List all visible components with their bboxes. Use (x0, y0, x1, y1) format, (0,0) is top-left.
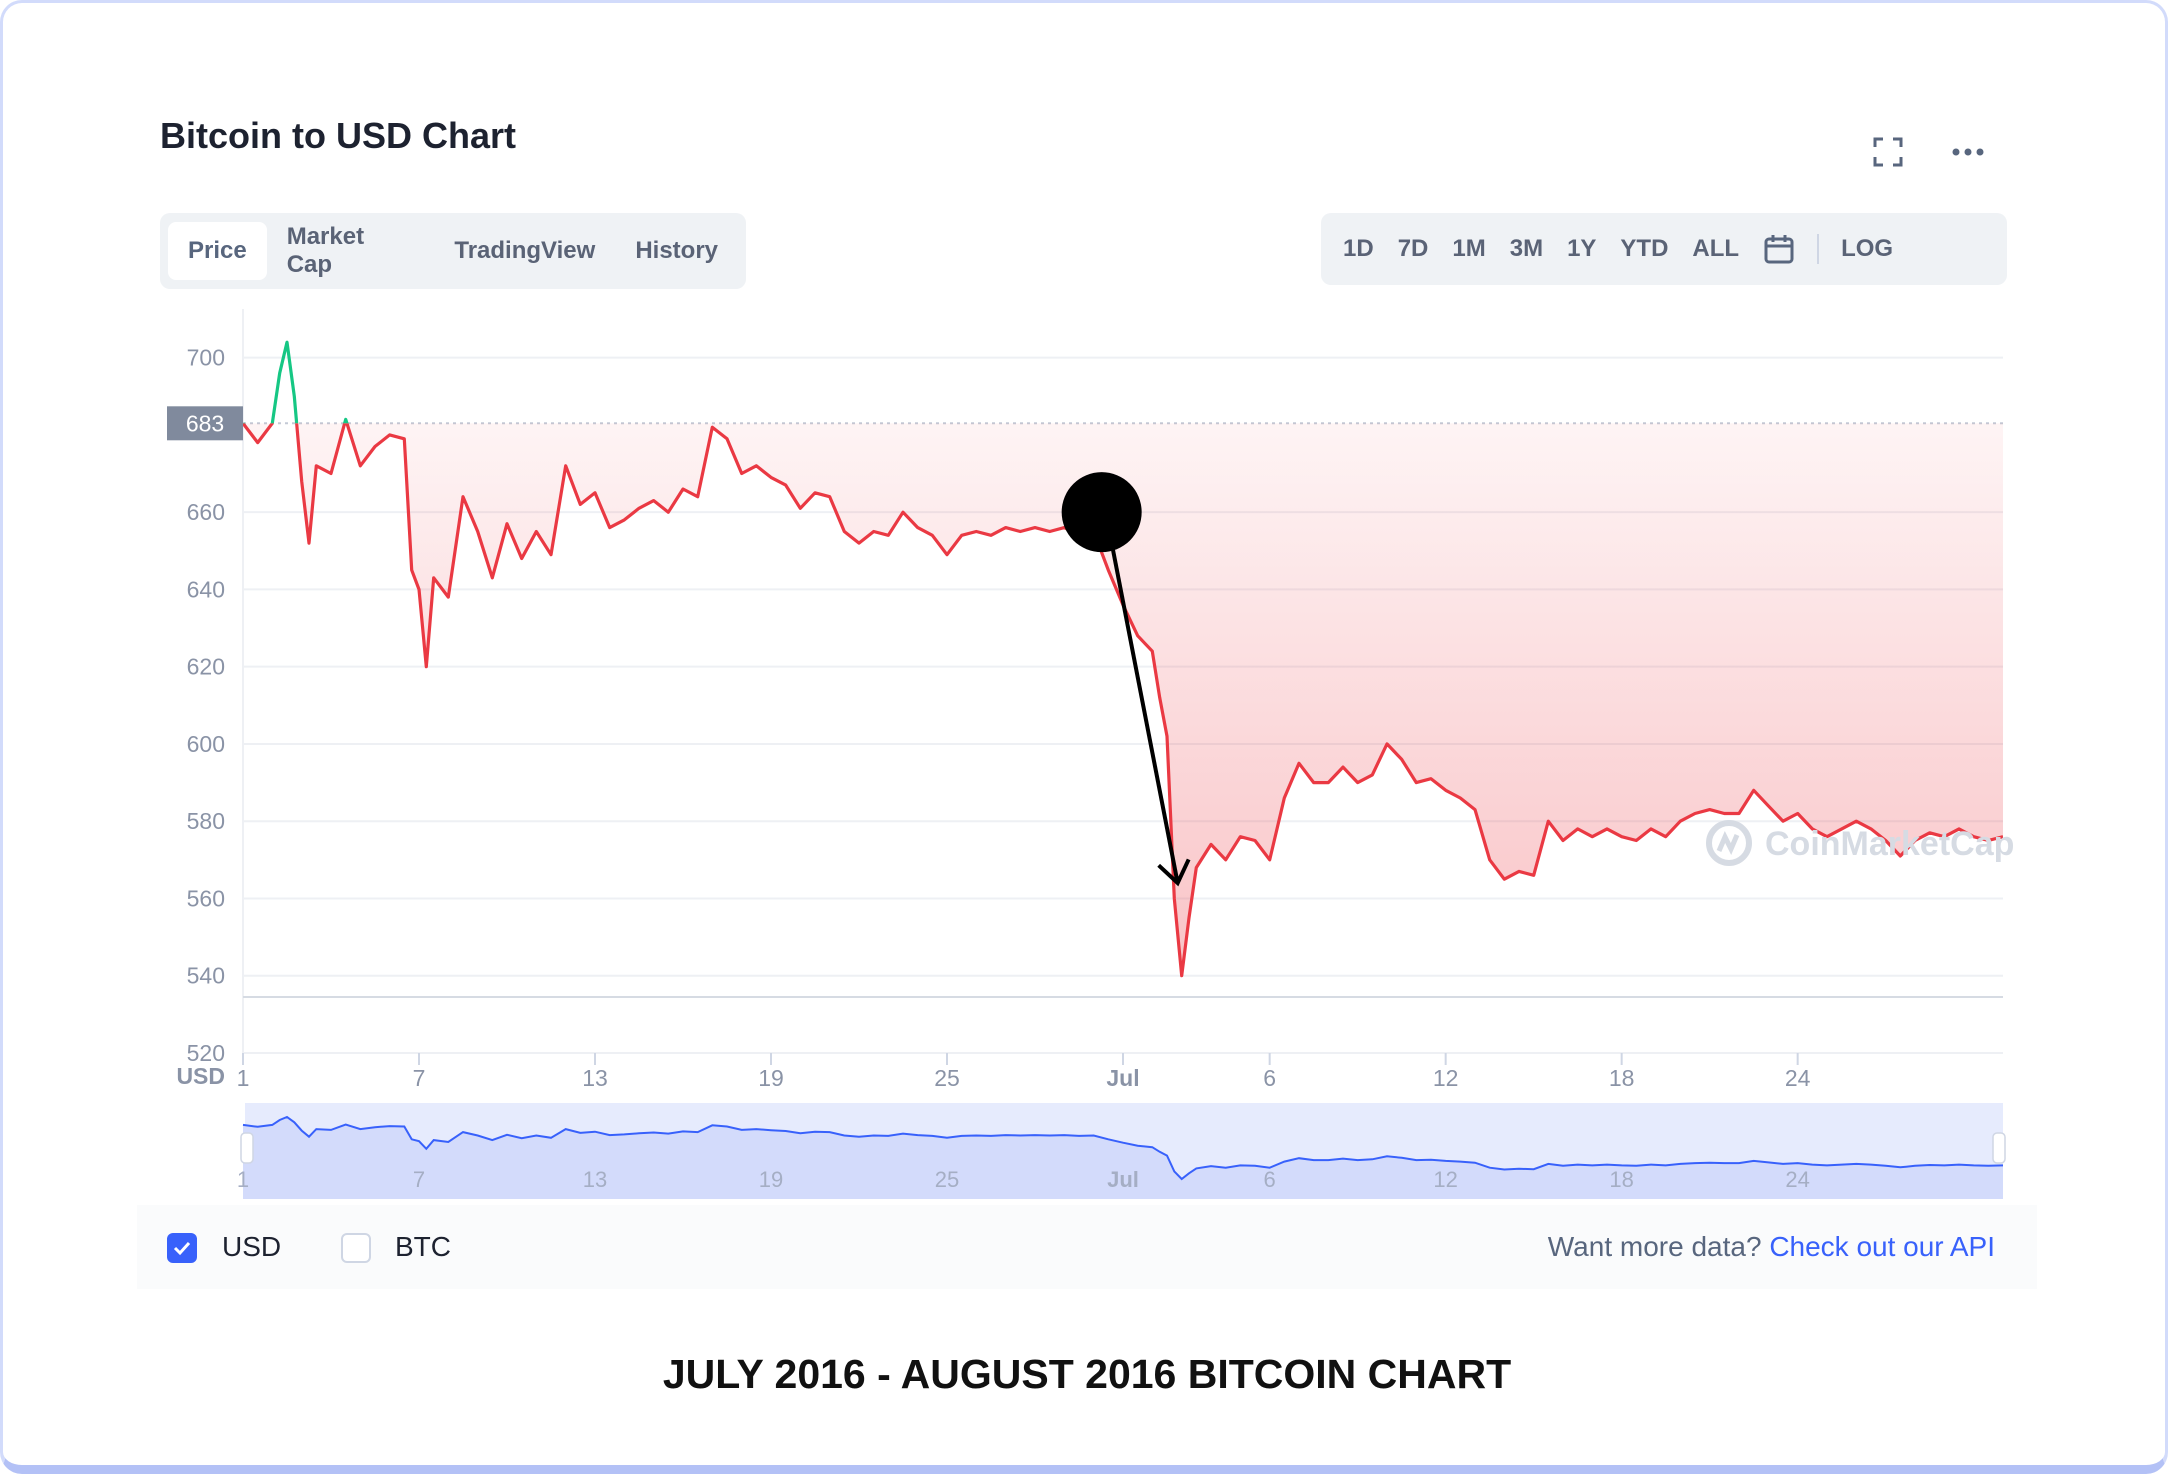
tab-price[interactable]: Price (168, 222, 267, 280)
annotation-marker (1061, 472, 1142, 553)
x-tick-label: 25 (934, 1065, 960, 1091)
y-tick-label: 620 (187, 654, 225, 680)
x-tick-label: 13 (582, 1065, 608, 1091)
annotation-arrow-line (1103, 511, 1180, 884)
y-tick-label: 580 (187, 808, 225, 834)
x-tick-label: 7 (413, 1065, 426, 1091)
x-tick-label: 1 (237, 1065, 250, 1091)
navigator-tick-label: 19 (759, 1167, 783, 1192)
navigator-handle (240, 1132, 254, 1164)
more-icon[interactable] (1945, 129, 1991, 175)
calendar-icon[interactable] (1751, 221, 1807, 277)
navigator-tick-label: 13 (583, 1167, 607, 1192)
navigator-tick-label: 12 (1433, 1167, 1457, 1192)
y-tick-label: 540 (187, 963, 225, 989)
y-tick-label: 700 (187, 345, 225, 371)
chart-footer (137, 1205, 2037, 1289)
price-area-fill (243, 423, 2003, 976)
navigator-area (243, 1117, 2003, 1199)
navigator-tick-label: 6 (1264, 1167, 1276, 1192)
range-1d[interactable]: 1D (1343, 235, 1374, 262)
navigator-tick-label: 1 (237, 1167, 249, 1192)
navigator-tick-label: 7 (413, 1167, 425, 1192)
figure-caption: JULY 2016 - AUGUST 2016 BITCOIN CHART (662, 1351, 1512, 1397)
navigator-line (242, 1115, 2004, 1181)
tab-market-cap[interactable]: Market Cap (286, 223, 365, 278)
navigator-tick-label: 18 (1609, 1167, 1633, 1192)
btc-checkbox[interactable] (341, 1233, 371, 1263)
range-selector: 1D 7D 1M 3M 1Y YTD ALL LOG (1321, 213, 2007, 285)
x-tick-label: Jul (1106, 1065, 1139, 1091)
tab-history[interactable]: History (635, 237, 718, 264)
y-tick-label: 560 (187, 885, 225, 911)
range-1m[interactable]: 1M (1452, 235, 1486, 262)
reference-badge-label: 683 (186, 410, 224, 436)
chart-title: Bitcoin to USD Chart (160, 115, 516, 156)
x-tick-label: 19 (758, 1065, 784, 1091)
price-chart: 700 660 640 620 600 580 560 540 520 1 7 13 19 25 Jul 6 1… (167, 309, 2014, 1199)
currency-axis-label: USD (176, 1063, 225, 1089)
annotation-arrow-head (1157, 858, 1191, 887)
range-7d[interactable]: 7D (1397, 235, 1429, 262)
log-toggle[interactable]: LOG (1841, 235, 1894, 262)
range-1y[interactable]: 1Y (1567, 235, 1597, 262)
y-tick-label: 600 (187, 731, 225, 757)
chart-tabs: Price Market Cap TradingView History (160, 213, 746, 289)
api-link[interactable]: Check out our API (1769, 1231, 1995, 1262)
navigator-tick-label: Jul (1107, 1167, 1139, 1192)
more-data-text: Want more data? Check out our API (1548, 1231, 1995, 1263)
x-tick-label: 12 (1433, 1065, 1459, 1091)
y-tick-label: 660 (187, 499, 225, 525)
watermark: CoinMarketCap (1706, 820, 2014, 866)
navigator-tick-label: 24 (1785, 1167, 1809, 1192)
price-line-series (243, 423, 2003, 978)
range-divider (1817, 234, 1820, 264)
y-tick-label: 520 (187, 1040, 225, 1066)
navigator-handle (1992, 1132, 2006, 1164)
x-tick-label: 18 (1609, 1065, 1635, 1091)
reference-badge (167, 406, 243, 441)
navigator-tick-label: 25 (935, 1167, 959, 1192)
range-all[interactable]: ALL (1692, 235, 1740, 262)
more-data-label: Want more data? (1547, 1231, 1762, 1262)
range-3m[interactable]: 3M (1509, 235, 1544, 262)
usd-checkbox[interactable] (167, 1233, 197, 1263)
y-tick-label: 640 (187, 576, 225, 602)
x-tick-label: 6 (1263, 1065, 1276, 1091)
fullscreen-icon[interactable] (1865, 129, 1911, 175)
btc-label: BTC (395, 1231, 451, 1262)
range-ytd[interactable]: YTD (1620, 235, 1669, 262)
usd-label: USD (222, 1231, 282, 1262)
tab-tradingview[interactable]: TradingView (454, 237, 596, 264)
x-tick-label: 24 (1785, 1065, 1811, 1091)
watermark-text: CoinMarketCap (1765, 825, 2014, 863)
